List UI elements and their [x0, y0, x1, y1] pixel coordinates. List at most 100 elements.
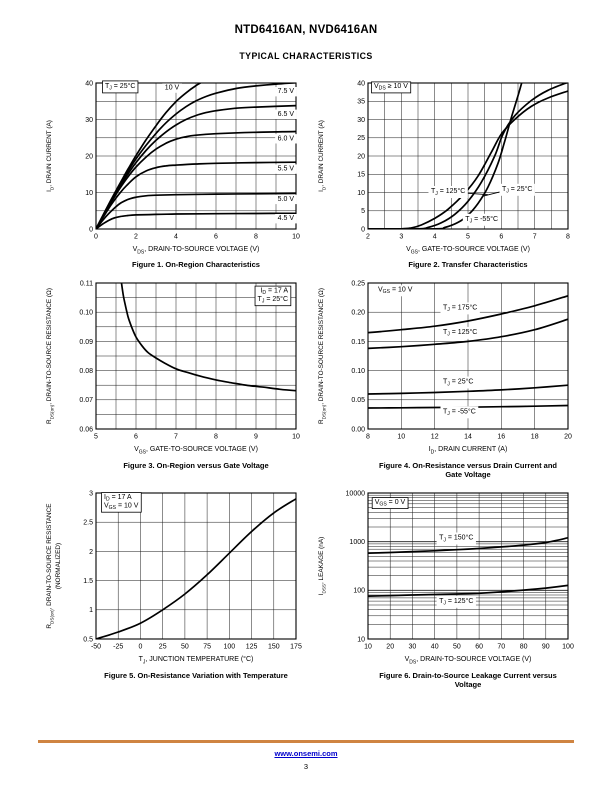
- figure-1-x-axis-label: VDS, DRAIN-TO-SOURCE VOLTAGE (V): [132, 246, 260, 256]
- svg-text:12: 12: [431, 434, 439, 441]
- figure-3-caption: Figure 3. On-Region versus Gate Voltage: [123, 460, 269, 470]
- svg-text:40: 40: [357, 80, 365, 87]
- svg-text:5: 5: [466, 234, 470, 241]
- grid-lines: [367, 493, 569, 640]
- figure-6-chart: 10 20 30 40 50 60 70 80 90 100 10 100 1000 10000 TJ = …: [346, 491, 574, 651]
- svg-text:1000: 1000: [349, 539, 365, 546]
- svg-text:VGS = 10 V: VGS = 10 V: [378, 287, 413, 296]
- svg-text:100: 100: [353, 588, 365, 595]
- figure-6-x-axis-label: VDS, DRAIN-TO-SOURCE VOLTAGE (V): [404, 656, 532, 666]
- page-number: 3: [303, 761, 309, 771]
- figure-2-plot-area: ID, DRAIN CURRENT (A) 2 3 4 5 6 7 8 0 5 10 15 20 25 3…: [310, 78, 574, 244]
- svg-text:150: 150: [268, 644, 280, 651]
- svg-text:VDS ≥ 10 V: VDS ≥ 10 V: [374, 83, 408, 92]
- condition-annotation: VGS = 0 V: [371, 497, 409, 510]
- figure-2-caption: Figure 2. Transfer Characteristics: [408, 260, 528, 270]
- curve-label: 6.5 V: [275, 109, 297, 119]
- plot-border: [367, 492, 569, 640]
- figure-4-x-axis-label: ID, DRAIN CURRENT (A): [428, 446, 508, 456]
- curve-tj-125-c: [368, 318, 568, 350]
- svg-text:50: 50: [181, 644, 189, 651]
- page-subtitle: TYPICAL CHARACTERISTICS: [239, 51, 373, 61]
- curve-label: TJ = 125°C: [436, 595, 476, 608]
- svg-text:6.0 V: 6.0 V: [278, 135, 295, 142]
- svg-text:0.08: 0.08: [79, 368, 93, 375]
- svg-text:0: 0: [138, 644, 142, 651]
- curve-label: TJ = 25°C: [482, 183, 535, 197]
- svg-text:90: 90: [542, 644, 550, 651]
- figure-1-chart: 0 2 4 6 8 10 0 10 20 30 40 10 V 7.5 V 6.5 V 6.0 V 5.5 V…: [85, 80, 300, 241]
- grid-lines: [95, 82, 297, 230]
- plot-border: [95, 82, 297, 230]
- svg-text:20: 20: [564, 434, 572, 441]
- curve-tj-25-c: [368, 83, 568, 229]
- figure-5-y-axis-label: RDS(on), DRAIN-TO-SOURCE RESISTANCE (NORM…: [46, 503, 62, 629]
- series-curves: [368, 83, 568, 229]
- series-curves: [96, 83, 296, 229]
- series-curves: [96, 498, 296, 640]
- svg-text:8: 8: [214, 434, 218, 441]
- svg-text:5.0 V: 5.0 V: [278, 196, 295, 203]
- curve-label: TJ = 125°C: [428, 186, 489, 198]
- figure-4-plot-area: RDS(on), DRAIN-TO-SOURCE RESISTANCE (Ω) …: [310, 278, 574, 444]
- plot-border: [367, 282, 569, 430]
- onsemi-link[interactable]: www.onsemi.com: [274, 748, 338, 758]
- figure-5-plot-area: RDS(on), DRAIN-TO-SOURCE RESISTANCE (NORM…: [38, 488, 302, 654]
- curve-label: TJ = -55°C: [440, 406, 479, 419]
- svg-text:0.10: 0.10: [79, 310, 93, 317]
- condition-annotation: ID = 17 A VGS = 10 V: [101, 492, 142, 513]
- figure-3-x-axis-label: VGS, GATE-TO-SOURCE VOLTAGE (V): [134, 446, 258, 456]
- page-title: NTD6416AN, NVD6416AN: [234, 24, 378, 36]
- svg-text:2: 2: [89, 549, 93, 556]
- figure-3-y-axis-label: RDS(on), DRAIN-TO-SOURCE RESISTANCE (Ω): [46, 288, 55, 425]
- curve-label: 5.5 V: [275, 164, 297, 174]
- svg-text:8: 8: [566, 234, 570, 241]
- curve-label: 5.0 V: [275, 194, 297, 205]
- tick-labels: 5 6 7 8 9 10 0.06 0.07 0.08 0.09 0.10 0.11: [79, 281, 300, 441]
- svg-text:10: 10: [364, 644, 372, 651]
- svg-text:7: 7: [174, 434, 178, 441]
- figure-3-plot-area: RDS(on), DRAIN-TO-SOURCE RESISTANCE (Ω) …: [38, 278, 302, 444]
- svg-text:2.5: 2.5: [83, 520, 93, 527]
- grid-lines: [95, 492, 297, 640]
- curve-vgs-5.0-v: [96, 192, 296, 229]
- figure-3: RDS(on), DRAIN-TO-SOURCE RESISTANCE (Ω) …: [38, 278, 302, 480]
- svg-text:0.5: 0.5: [83, 637, 93, 644]
- svg-text:40: 40: [85, 80, 93, 87]
- svg-text:0: 0: [94, 234, 98, 241]
- figure-4: RDS(on), DRAIN-TO-SOURCE RESISTANCE (Ω) …: [310, 278, 574, 480]
- svg-text:0.06: 0.06: [79, 427, 93, 434]
- svg-text:4: 4: [433, 234, 437, 241]
- svg-text:9: 9: [254, 434, 258, 441]
- svg-text:100: 100: [562, 644, 574, 651]
- svg-text:10: 10: [85, 190, 93, 197]
- svg-text:10000: 10000: [346, 491, 366, 498]
- svg-text:TJ = 125°C: TJ = 125°C: [443, 328, 477, 338]
- svg-text:40: 40: [431, 644, 439, 651]
- curve-label: 6.0 V: [275, 134, 297, 144]
- svg-text:-50: -50: [91, 644, 101, 651]
- condition-annotation: VDS ≥ 10 V: [371, 81, 412, 94]
- svg-text:0.09: 0.09: [79, 339, 93, 346]
- figure-6: IDSS, LEAKAGE (nA) 10 20 30 40 50 60 70 80 90 100…: [310, 488, 574, 690]
- figure-1: ID, DRAIN CURRENT (A) 0 2 4 6 8 10 0 10 20 30 40 10…: [38, 78, 302, 270]
- svg-text:TJ = -55°C: TJ = -55°C: [443, 408, 476, 418]
- tick-labels: 8 10 12 14 16 18 20 0.00 0.05 0.10 0.15 0.20 0.25: [351, 281, 572, 441]
- figures-grid: ID, DRAIN CURRENT (A) 0 2 4 6 8 10 0 10 20 30 40 10…: [0, 78, 612, 690]
- figure-1-plot-area: ID, DRAIN CURRENT (A) 0 2 4 6 8 10 0 10 20 30 40 10…: [38, 78, 302, 244]
- svg-text:30: 30: [357, 117, 365, 124]
- svg-text:7: 7: [533, 234, 537, 241]
- series-curves: [368, 537, 568, 598]
- curve-tj-25-c: [368, 384, 568, 396]
- figure-2-x-axis-label: VGS, GATE-TO-SOURCE VOLTAGE (V): [406, 246, 530, 256]
- svg-text:4.5 V: 4.5 V: [278, 215, 295, 222]
- svg-text:0.15: 0.15: [351, 339, 365, 346]
- figure-4-y-axis-label: RDS(on), DRAIN-TO-SOURCE RESISTANCE (Ω): [318, 288, 327, 425]
- curve-label: 10 V: [162, 83, 183, 93]
- svg-text:6.5 V: 6.5 V: [278, 111, 295, 118]
- tick-labels: -50 -25 0 25 50 75 100 125 150 175 0.5 1 1.5 2 2.5 3: [83, 491, 302, 651]
- svg-text:3: 3: [89, 491, 93, 498]
- figure-5-x-axis-label: TJ, JUNCTION TEMPERATURE (°C): [138, 656, 254, 666]
